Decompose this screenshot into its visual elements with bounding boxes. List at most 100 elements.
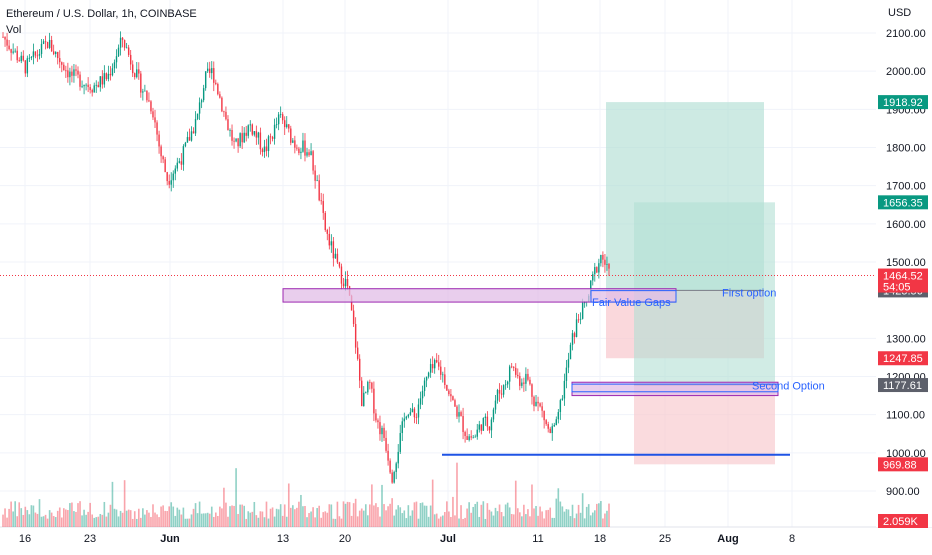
candle-body bbox=[219, 94, 221, 98]
volume-indicator-label[interactable]: Vol bbox=[6, 24, 22, 36]
candle-body bbox=[127, 47, 130, 55]
volume-bar bbox=[593, 510, 596, 527]
price-tag-5-text: 969.88 bbox=[883, 459, 917, 471]
volume-bar bbox=[413, 502, 416, 527]
volume-bar bbox=[225, 502, 227, 527]
volume-bar bbox=[289, 507, 292, 527]
candle-body bbox=[182, 146, 185, 165]
candle-body bbox=[606, 264, 608, 265]
volume-bar bbox=[144, 514, 146, 527]
y-tick-label: 1100.00 bbox=[886, 410, 925, 422]
candle-body bbox=[342, 283, 345, 287]
volume-bar bbox=[117, 516, 120, 527]
candle-body bbox=[103, 73, 106, 85]
volume-bar bbox=[379, 516, 381, 527]
volume-bar bbox=[377, 507, 379, 527]
candle-body bbox=[277, 114, 280, 125]
volume-bar bbox=[87, 511, 89, 527]
candle-body bbox=[286, 124, 288, 128]
candle-body bbox=[38, 53, 41, 56]
volume-bar bbox=[294, 509, 296, 527]
candle-body bbox=[83, 84, 85, 87]
volume-bar bbox=[533, 508, 535, 527]
volume-bar bbox=[158, 517, 160, 527]
volume-bar bbox=[551, 517, 554, 527]
volume-bar bbox=[569, 516, 572, 527]
candle-body bbox=[59, 58, 61, 63]
volume-bar bbox=[215, 512, 217, 527]
volume-bar bbox=[387, 506, 389, 527]
volume-bar bbox=[166, 511, 168, 527]
candle-body bbox=[458, 412, 460, 417]
candle-body bbox=[425, 376, 428, 381]
candle-body bbox=[563, 380, 566, 399]
candle-body bbox=[433, 360, 436, 369]
volume-bar bbox=[190, 514, 193, 527]
candle-body bbox=[403, 418, 406, 422]
volume-bar bbox=[148, 512, 150, 527]
volume-bar bbox=[316, 508, 318, 527]
candle-body bbox=[573, 333, 576, 337]
volume-bar bbox=[137, 508, 140, 527]
candle-body bbox=[496, 389, 499, 401]
candle-body bbox=[590, 280, 592, 296]
candle-body bbox=[259, 132, 262, 150]
candle-body bbox=[594, 267, 596, 275]
candle-body bbox=[436, 360, 438, 363]
volume-bar bbox=[462, 518, 464, 527]
candle-body bbox=[358, 358, 361, 381]
volume-bar bbox=[492, 515, 495, 527]
candle-body bbox=[320, 200, 322, 202]
volume-bar bbox=[320, 517, 323, 527]
candle-body bbox=[87, 84, 89, 88]
volume-bar bbox=[245, 518, 248, 527]
candle-body bbox=[535, 401, 537, 407]
candle-body bbox=[444, 374, 446, 386]
candle-body bbox=[6, 39, 8, 46]
volume-bar bbox=[261, 511, 264, 527]
volume-bar bbox=[369, 504, 371, 527]
volume-bar bbox=[433, 514, 436, 527]
candle-body bbox=[288, 124, 290, 129]
candle-body bbox=[223, 111, 225, 113]
candle-body bbox=[24, 60, 27, 74]
volume-bar bbox=[273, 516, 276, 527]
candle-body bbox=[200, 100, 203, 103]
candle-body bbox=[371, 382, 373, 389]
volume-bar bbox=[296, 507, 298, 527]
candle-body bbox=[14, 50, 16, 52]
price-tag-3-text: 1247.85 bbox=[883, 353, 923, 365]
volume-bar bbox=[553, 517, 556, 527]
volume-bar bbox=[561, 506, 564, 527]
volume-bar bbox=[577, 504, 580, 527]
volume-bar bbox=[344, 503, 347, 527]
volume-bar bbox=[125, 510, 128, 527]
candle-body bbox=[176, 162, 179, 169]
candle-body bbox=[488, 426, 491, 431]
candle-body bbox=[598, 263, 600, 273]
candle-body bbox=[363, 392, 365, 407]
volume-bar bbox=[133, 511, 136, 527]
candle-body bbox=[494, 400, 497, 410]
candle-body bbox=[8, 45, 10, 50]
volume-bar bbox=[170, 502, 173, 527]
volume-bars bbox=[2, 462, 610, 527]
volume-bar bbox=[340, 518, 343, 527]
volume-bar bbox=[342, 501, 345, 527]
volume-bar bbox=[328, 504, 331, 527]
volume-bar bbox=[18, 502, 21, 527]
volume-bar bbox=[36, 513, 39, 527]
position-zones bbox=[606, 102, 775, 465]
x-tick-label: 8 bbox=[789, 533, 795, 545]
volume-bar bbox=[142, 508, 144, 527]
volume-bar bbox=[356, 516, 359, 527]
volume-bar bbox=[409, 515, 412, 527]
countdown-text: 54:05 bbox=[883, 282, 911, 294]
volume-bar bbox=[502, 516, 505, 527]
volume-bar bbox=[486, 503, 489, 527]
volume-bar bbox=[253, 501, 256, 527]
volume-bar bbox=[22, 514, 25, 527]
volume-bar bbox=[545, 510, 547, 527]
